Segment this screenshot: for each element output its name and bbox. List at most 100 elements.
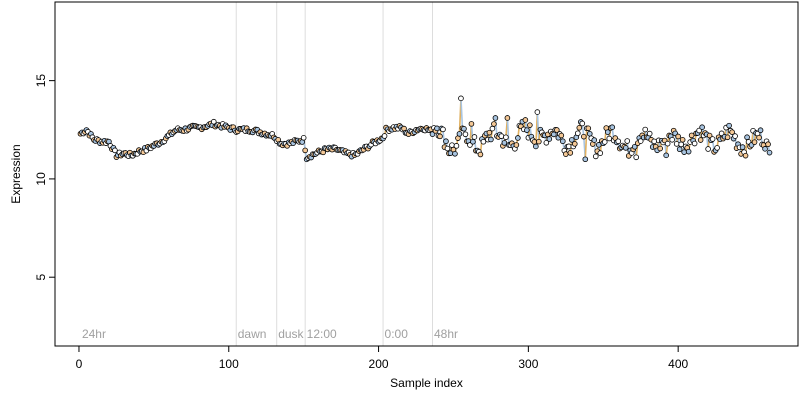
- section-label: 0:00: [385, 327, 409, 341]
- data-point: [471, 139, 476, 144]
- data-point: [527, 123, 532, 128]
- data-point: [670, 137, 675, 142]
- data-point: [680, 137, 685, 142]
- data-point: [652, 139, 657, 144]
- data-point: [438, 134, 443, 139]
- x-axis: 0 100 200 300 400: [76, 346, 689, 371]
- x-tick-label: 100: [219, 357, 239, 371]
- section-dividers: [236, 2, 432, 346]
- data-point: [581, 134, 586, 139]
- data-point: [457, 131, 462, 136]
- data-point: [514, 143, 519, 148]
- data-point: [560, 139, 565, 144]
- data-point: [535, 110, 540, 115]
- data-point: [481, 139, 486, 144]
- x-tick-label: 200: [369, 357, 389, 371]
- series-segment: [507, 118, 508, 145]
- x-tick-label: 300: [518, 357, 538, 371]
- section-label: 12:00: [307, 327, 337, 341]
- data-point: [682, 150, 687, 155]
- data-point: [605, 130, 610, 135]
- data-point: [572, 141, 577, 146]
- y-tick-label: 10: [34, 172, 48, 186]
- data-point: [547, 137, 552, 142]
- data-point: [301, 135, 306, 140]
- data-point: [674, 141, 679, 146]
- data-point: [665, 141, 670, 146]
- data-point: [679, 142, 684, 147]
- data-point: [757, 135, 762, 140]
- data-point: [568, 150, 573, 155]
- data-point: [462, 126, 467, 131]
- data-point: [490, 126, 495, 131]
- data-point: [499, 134, 504, 139]
- data-point: [382, 134, 387, 139]
- x-tick-label: 0: [76, 357, 83, 371]
- data-point: [113, 148, 118, 153]
- data-point: [677, 147, 682, 152]
- data-point: [445, 146, 450, 151]
- data-point: [583, 157, 588, 162]
- data-point: [533, 144, 538, 149]
- data-point: [710, 137, 715, 142]
- data-point: [634, 155, 639, 160]
- data-point: [532, 139, 537, 144]
- data-point: [623, 146, 628, 151]
- data-point: [700, 125, 705, 130]
- data-point: [523, 118, 528, 123]
- data-point: [602, 140, 607, 145]
- data-point: [740, 145, 745, 150]
- data-point: [444, 139, 449, 144]
- data-point: [459, 96, 464, 101]
- data-point: [766, 142, 771, 147]
- data-point: [575, 131, 580, 136]
- data-point: [727, 123, 732, 128]
- data-point: [616, 139, 621, 144]
- data-point: [559, 133, 564, 138]
- data-point: [435, 126, 440, 131]
- data-point: [745, 135, 750, 140]
- data-point: [698, 138, 703, 143]
- data-point: [489, 137, 494, 142]
- data-point: [493, 116, 498, 121]
- data-point: [743, 153, 748, 158]
- data-point: [607, 136, 612, 141]
- data-point: [536, 139, 541, 144]
- data-point: [610, 125, 615, 130]
- data-point: [441, 127, 446, 132]
- data-point: [658, 146, 663, 151]
- section-label: 48hr: [434, 327, 458, 341]
- data-point: [706, 147, 711, 152]
- y-axis-label: Expression: [9, 144, 23, 203]
- data-point: [454, 143, 459, 148]
- x-axis-label: Sample index: [390, 376, 463, 390]
- data-point: [472, 135, 477, 140]
- data-point: [524, 128, 529, 133]
- data-point: [463, 132, 468, 137]
- y-tick-label: 15: [34, 74, 48, 88]
- data-point: [566, 144, 571, 149]
- data-point: [563, 152, 568, 157]
- data-point: [686, 149, 691, 154]
- data-point: [647, 131, 652, 136]
- data-point: [551, 132, 556, 137]
- data-point: [676, 134, 681, 139]
- data-point: [469, 121, 474, 126]
- data-point: [598, 151, 603, 156]
- data-point: [586, 126, 591, 131]
- data-point: [715, 146, 720, 151]
- data-points: [78, 96, 772, 162]
- data-point: [758, 128, 763, 133]
- data-point: [689, 133, 694, 138]
- data-point: [515, 136, 520, 141]
- data-point: [453, 151, 458, 156]
- data-point: [593, 154, 598, 159]
- data-point: [592, 138, 597, 143]
- plot-frame: [55, 2, 798, 346]
- data-point: [577, 125, 582, 130]
- data-point: [725, 135, 730, 140]
- series-segment: [461, 98, 462, 128]
- data-point: [733, 134, 738, 139]
- x-tick-label: 400: [668, 357, 688, 371]
